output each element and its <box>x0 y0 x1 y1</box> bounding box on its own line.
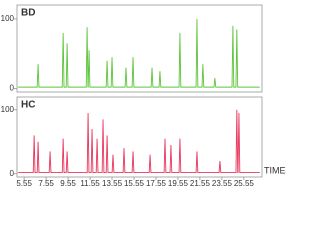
x-tick-label: 5.55 <box>16 179 32 188</box>
y-tick-label: 100 <box>1 105 15 114</box>
x-tick-label: 7.55 <box>38 179 54 188</box>
y-tick-label: 0 <box>10 84 15 93</box>
x-axis-label: TIME <box>264 165 286 175</box>
y-tick-label: 100 <box>1 14 15 23</box>
plot-frame <box>16 4 263 93</box>
x-tick-label: 9.55 <box>60 179 76 188</box>
x-tick-label: 17.55 <box>146 179 167 188</box>
trace <box>18 109 260 173</box>
page: BD 0 100 HC 0 100 5.55 7.55 9.55 11.55 13.55 15.55 1… <box>0 4 286 189</box>
y-tick-label: 0 <box>10 169 15 178</box>
plot-frame <box>16 96 263 178</box>
x-tick-label: 15.55 <box>124 179 145 188</box>
panel-title: HC <box>21 100 35 111</box>
x-tick-label: 25.55 <box>234 179 255 188</box>
panel-title: BD <box>21 8 35 19</box>
x-tick-label: 13.55 <box>102 179 123 188</box>
x-tick-label: 19.55 <box>168 179 189 188</box>
x-tick-label: 23.55 <box>212 179 233 188</box>
trace <box>18 18 260 88</box>
x-tick-label: 21.55 <box>190 179 211 188</box>
x-tick-label: 11.55 <box>80 179 100 188</box>
